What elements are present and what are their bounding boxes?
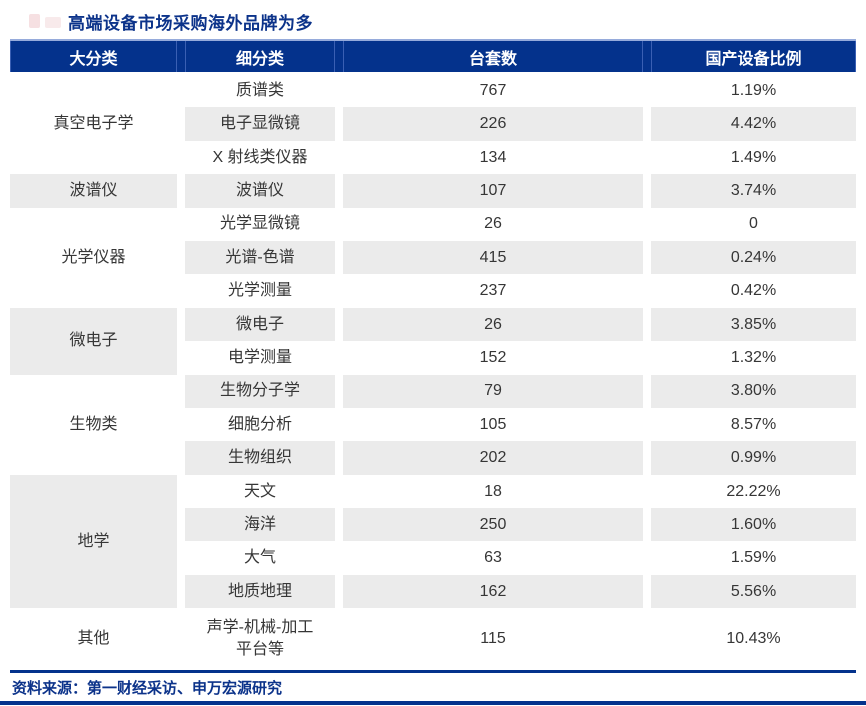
subcategory-cell: 波谱仪 — [185, 174, 335, 208]
count-cell: 162 — [343, 574, 643, 609]
subcategory-cell: 生物分子学 — [185, 374, 335, 408]
category-cell: 波谱仪 — [10, 174, 177, 208]
subcategory-cell: 细胞分析 — [227, 415, 292, 433]
count-cell: 152 — [479, 349, 507, 367]
count-cell: 202 — [343, 441, 643, 475]
category-cell: 地学 — [10, 474, 177, 609]
ratio-cell: 0 — [749, 215, 758, 233]
count-cell: 63 — [484, 549, 502, 567]
table-header-row: 大分类 细分类 台套数 国产设备比例 — [10, 39, 856, 72]
count-cell: 107 — [343, 174, 643, 208]
subcategory-cell: 质谱类 — [235, 81, 284, 99]
count-cell: 237 — [479, 282, 507, 300]
subcategory-cell: 海洋 — [185, 508, 335, 542]
ratio-cell: 4.42% — [651, 107, 856, 141]
ratio-cell: 1.19% — [730, 81, 777, 99]
count-cell: 18 — [484, 482, 502, 500]
ratio-cell: 8.57% — [730, 415, 777, 433]
count-cell: 134 — [479, 148, 507, 166]
ratio-cell: 3.80% — [651, 374, 856, 408]
count-cell: 767 — [479, 81, 507, 99]
category-cell: 其他 — [77, 630, 110, 648]
ratio-cell: 0.99% — [651, 441, 856, 475]
column-header-ratio: 国产设备比例 — [651, 41, 856, 72]
figure-title: 高端设备市场采购海外品牌为多 — [68, 14, 313, 33]
subcategory-cell: 电子显微镜 — [185, 107, 335, 141]
subcategory-cell: 电学测量 — [227, 349, 292, 367]
column-header-subcategory: 细分类 — [185, 41, 335, 72]
subcategory-cell: 光学测量 — [227, 282, 292, 300]
ratio-cell: 3.74% — [651, 174, 856, 208]
ratio-cell: 5.56% — [651, 574, 856, 609]
count-cell: 250 — [343, 508, 643, 542]
column-header-category: 大分类 — [10, 41, 177, 72]
count-cell: 26 — [343, 307, 643, 342]
count-cell: 79 — [343, 374, 643, 408]
subcategory-cell: 光学显微镜 — [219, 215, 300, 233]
subcategory-cell: 天文 — [243, 482, 276, 500]
ratio-cell: 1.60% — [651, 508, 856, 542]
subcategory-cell: 声学-机械-加工平台等 — [206, 619, 314, 659]
ratio-cell: 1.49% — [730, 148, 777, 166]
ratio-cell: 22.22% — [726, 482, 781, 500]
ratio-cell: 0.24% — [651, 240, 856, 275]
ratio-cell: 1.32% — [730, 349, 777, 367]
ratio-cell: 10.43% — [726, 630, 781, 648]
subcategory-cell: 地质地理 — [185, 574, 335, 609]
data-table-body: 真空电子学 质谱类 767 1.19% 电子显微镜 226 4.42% X 射线类仪器 134 1… — [10, 74, 856, 670]
subcategory-cell: 大气 — [243, 549, 276, 567]
ratio-cell: 3.85% — [651, 307, 856, 342]
subcategory-cell: 生物组织 — [185, 441, 335, 475]
table-bottom-border — [10, 670, 856, 673]
count-cell: 26 — [484, 215, 502, 233]
count-cell: 415 — [343, 240, 643, 275]
category-cell: 生物类 — [69, 415, 118, 433]
faded-red-artifact — [45, 17, 61, 28]
category-cell: 真空电子学 — [53, 115, 134, 133]
subcategory-cell: 光谱-色谱 — [185, 240, 335, 275]
count-cell: 105 — [479, 415, 507, 433]
category-cell: 光学仪器 — [61, 248, 126, 266]
category-cell: 微电子 — [10, 307, 177, 375]
count-cell: 115 — [480, 630, 506, 648]
figure-bottom-rule — [0, 701, 866, 705]
faded-red-artifact — [29, 14, 40, 28]
ratio-cell: 1.59% — [730, 549, 777, 567]
subcategory-cell: X 射线类仪器 — [212, 148, 308, 166]
source-note: 资料来源：第一财经采访、申万宏源研究 — [12, 680, 283, 697]
subcategory-cell: 微电子 — [185, 307, 335, 342]
ratio-cell: 0.42% — [730, 282, 777, 300]
count-cell: 226 — [343, 107, 643, 141]
column-header-count: 台套数 — [343, 41, 643, 72]
